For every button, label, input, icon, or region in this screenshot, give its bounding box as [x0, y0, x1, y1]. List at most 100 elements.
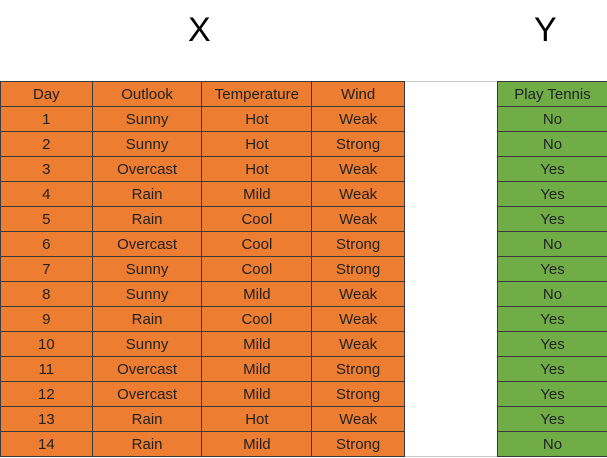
table-row: No — [497, 106, 607, 132]
play-tennis-cell: Yes — [497, 156, 607, 182]
target-table-body: No No Yes Yes Yes No Yes No Yes Yes Yes Yes Yes No — [497, 106, 607, 457]
temperature-cell: Hot — [201, 106, 313, 132]
play-tennis-cell: No — [497, 131, 607, 157]
outlook-cell: Overcast — [91, 381, 203, 407]
wind-cell: Weak — [311, 156, 405, 182]
table-gap — [405, 81, 497, 457]
features-table-body: 1 Sunny Hot Weak 2 Sunny Hot Strong 3 Overcast Hot… — [0, 106, 405, 457]
header-play-tennis: Play Tennis — [497, 81, 607, 107]
temperature-cell: Cool — [201, 256, 313, 282]
day-cell: 11 — [0, 356, 93, 382]
header-outlook: Outlook — [91, 81, 203, 107]
temperature-cell: Hot — [201, 131, 313, 157]
table-row: 14 Rain Mild Strong — [0, 431, 405, 457]
day-cell: 9 — [0, 306, 93, 332]
outlook-cell: Rain — [91, 431, 203, 457]
wind-cell: Weak — [311, 331, 405, 357]
wind-cell: Strong — [311, 231, 405, 257]
wind-cell: Weak — [311, 306, 405, 332]
outlook-cell: Overcast — [91, 231, 203, 257]
temperature-cell: Cool — [201, 206, 313, 232]
temperature-cell: Cool — [201, 231, 313, 257]
temperature-cell: Cool — [201, 306, 313, 332]
outlook-cell: Rain — [91, 181, 203, 207]
header-day: Day — [0, 81, 93, 107]
day-cell: 2 — [0, 131, 93, 157]
wind-cell: Weak — [311, 106, 405, 132]
day-cell: 10 — [0, 331, 93, 357]
outlook-cell: Overcast — [91, 356, 203, 382]
y-label: Y — [534, 11, 557, 49]
play-tennis-cell: No — [497, 281, 607, 307]
day-cell: 12 — [0, 381, 93, 407]
wind-cell: Strong — [311, 131, 405, 157]
day-cell: 3 — [0, 156, 93, 182]
table-row: Yes — [497, 381, 607, 407]
features-header-row: Day Outlook Temperature Wind — [0, 81, 405, 107]
table-row: No — [497, 231, 607, 257]
temperature-cell: Mild — [201, 181, 313, 207]
temperature-cell: Mild — [201, 381, 313, 407]
table-row: 1 Sunny Hot Weak — [0, 106, 405, 132]
day-cell: 6 — [0, 231, 93, 257]
play-tennis-cell: Yes — [497, 206, 607, 232]
temperature-cell: Hot — [201, 406, 313, 432]
table-row: 6 Overcast Cool Strong — [0, 231, 405, 257]
outlook-cell: Sunny — [91, 131, 203, 157]
day-cell: 5 — [0, 206, 93, 232]
target-table: Play Tennis No No Yes Yes Yes No Yes No Yes Yes Ye… — [497, 81, 607, 457]
temperature-cell: Hot — [201, 156, 313, 182]
table-row: 11 Overcast Mild Strong — [0, 356, 405, 382]
table-row: Yes — [497, 156, 607, 182]
target-header-row: Play Tennis — [497, 81, 607, 107]
play-tennis-cell: Yes — [497, 331, 607, 357]
temperature-cell: Mild — [201, 431, 313, 457]
outlook-cell: Sunny — [91, 106, 203, 132]
wind-cell: Weak — [311, 406, 405, 432]
table-row: 5 Rain Cool Weak — [0, 206, 405, 232]
header-wind: Wind — [311, 81, 405, 107]
table-row: 13 Rain Hot Weak — [0, 406, 405, 432]
day-cell: 8 — [0, 281, 93, 307]
outlook-cell: Overcast — [91, 156, 203, 182]
table-row: 10 Sunny Mild Weak — [0, 331, 405, 357]
table-row: 4 Rain Mild Weak — [0, 181, 405, 207]
play-tennis-cell: No — [497, 231, 607, 257]
outlook-cell: Sunny — [91, 281, 203, 307]
day-cell: 7 — [0, 256, 93, 282]
table-row: Yes — [497, 256, 607, 282]
table-row: Yes — [497, 356, 607, 382]
play-tennis-cell: Yes — [497, 406, 607, 432]
day-cell: 14 — [0, 431, 93, 457]
table-row: Yes — [497, 181, 607, 207]
play-tennis-cell: Yes — [497, 356, 607, 382]
table-row: 12 Overcast Mild Strong — [0, 381, 405, 407]
table-row: Yes — [497, 331, 607, 357]
play-tennis-cell: No — [497, 106, 607, 132]
outlook-cell: Rain — [91, 206, 203, 232]
table-row: 7 Sunny Cool Strong — [0, 256, 405, 282]
outlook-cell: Rain — [91, 406, 203, 432]
outlook-cell: Rain — [91, 306, 203, 332]
wind-cell: Weak — [311, 181, 405, 207]
wind-cell: Strong — [311, 356, 405, 382]
header-temperature: Temperature — [201, 81, 313, 107]
play-tennis-cell: Yes — [497, 306, 607, 332]
play-tennis-cell: No — [497, 431, 607, 457]
table-row: Yes — [497, 306, 607, 332]
day-cell: 13 — [0, 406, 93, 432]
day-cell: 1 — [0, 106, 93, 132]
temperature-cell: Mild — [201, 281, 313, 307]
wind-cell: Weak — [311, 281, 405, 307]
temperature-cell: Mild — [201, 356, 313, 382]
table-row: 8 Sunny Mild Weak — [0, 281, 405, 307]
table-row: Yes — [497, 406, 607, 432]
features-table: Day Outlook Temperature Wind 1 Sunny Hot We… — [0, 81, 405, 457]
wind-cell: Strong — [311, 431, 405, 457]
wind-cell: Strong — [311, 256, 405, 282]
table-row: No — [497, 431, 607, 457]
play-tennis-cell: Yes — [497, 181, 607, 207]
outlook-cell: Sunny — [91, 331, 203, 357]
table-row: 9 Rain Cool Weak — [0, 306, 405, 332]
day-cell: 4 — [0, 181, 93, 207]
